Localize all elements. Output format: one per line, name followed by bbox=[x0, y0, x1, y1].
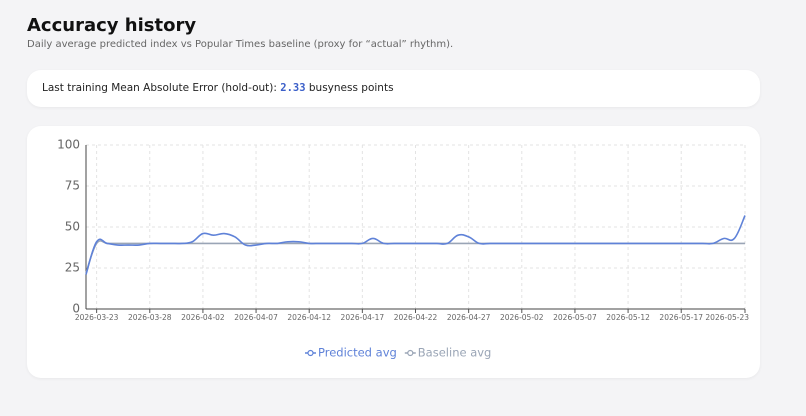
chart-card bbox=[27, 126, 760, 378]
legend-label[interactable]: Predicted avg bbox=[318, 346, 397, 360]
page-title: Accuracy history bbox=[27, 15, 197, 36]
x-tick-label: 2026-04-22 bbox=[394, 313, 438, 322]
legend-icon[interactable] bbox=[407, 349, 414, 357]
legend-icon[interactable] bbox=[307, 349, 314, 357]
x-tick-label: 2026-05-02 bbox=[500, 313, 544, 322]
x-tick-label: 2026-05-17 bbox=[659, 313, 703, 322]
metric-value: 2.33 bbox=[280, 82, 306, 94]
y-tick-label: 50 bbox=[65, 220, 80, 234]
x-tick-label: 2026-05-23 bbox=[705, 313, 749, 322]
x-tick-label: 2026-05-12 bbox=[606, 313, 650, 322]
x-tick-label: 2026-04-07 bbox=[234, 313, 278, 322]
x-tick-label: 2026-04-12 bbox=[287, 313, 331, 322]
x-tick-label: 2026-03-23 bbox=[75, 313, 119, 322]
metric-unit: busyness points bbox=[308, 82, 394, 94]
legend-label[interactable]: Baseline avg bbox=[418, 346, 492, 360]
metric-card: Last training Mean Absolute Error (hold-… bbox=[27, 70, 760, 107]
y-tick-label: 100 bbox=[57, 138, 80, 152]
x-tick-label: 2026-04-27 bbox=[447, 313, 491, 322]
x-tick-label: 2026-03-28 bbox=[128, 313, 172, 322]
x-tick-label: 2026-04-17 bbox=[341, 313, 385, 322]
y-tick-label: 0 bbox=[72, 302, 80, 316]
metric-label: Last training Mean Absolute Error (hold-… bbox=[42, 82, 277, 94]
y-tick-label: 75 bbox=[65, 179, 80, 193]
y-tick-label: 25 bbox=[65, 261, 80, 275]
page-subtitle: Daily average predicted index vs Popular… bbox=[27, 39, 454, 50]
series-line bbox=[85, 215, 746, 275]
x-tick-label: 2026-05-07 bbox=[553, 313, 597, 322]
x-tick-label: 2026-04-02 bbox=[181, 313, 225, 322]
